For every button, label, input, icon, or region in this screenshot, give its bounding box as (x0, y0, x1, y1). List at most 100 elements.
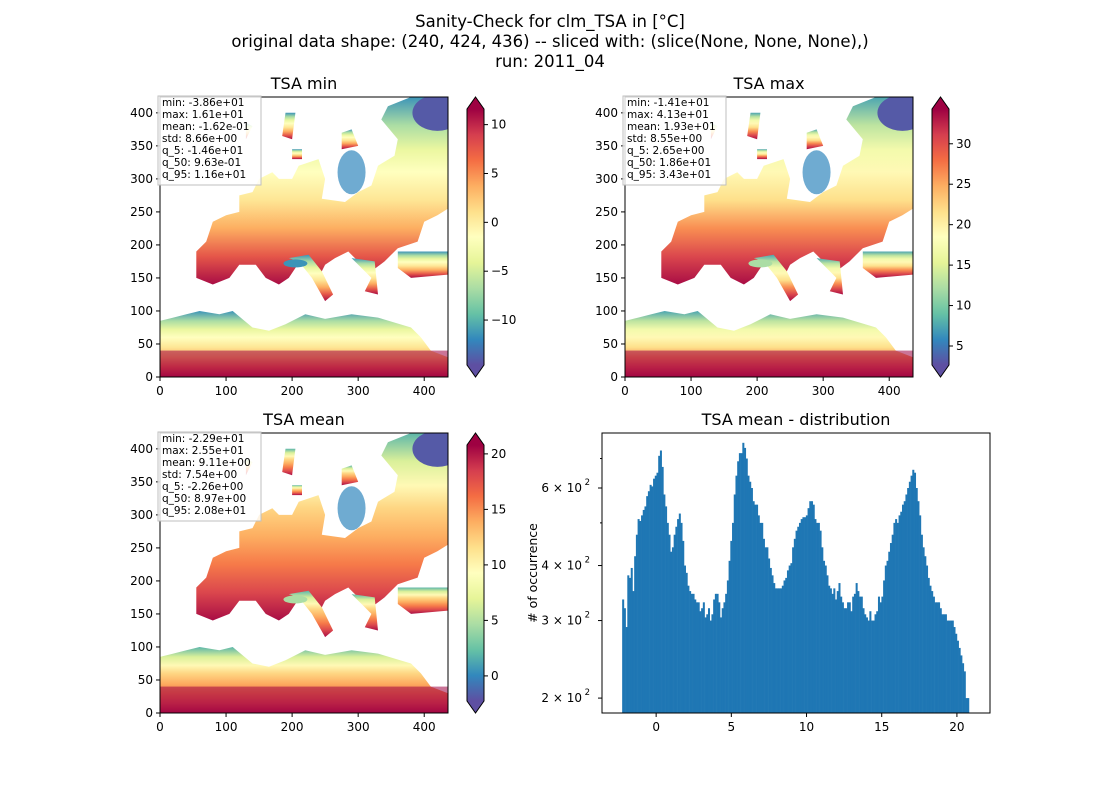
histogram-bar (869, 611, 872, 713)
x-tick-label: 0 (652, 720, 660, 734)
histogram-bar (859, 596, 862, 713)
y-tick-exponent: 2 (585, 478, 590, 488)
y-tick-label: 2 × 10 (541, 691, 582, 705)
land-region-7 (757, 149, 767, 160)
histogram-bar (661, 466, 664, 713)
colorbar-tick-label: 10 (491, 558, 506, 572)
land-region-3 (753, 254, 799, 302)
land-region-7 (292, 149, 302, 160)
histogram-bar (780, 588, 783, 713)
north-cold-spot (877, 97, 913, 131)
histogram-bar (840, 596, 843, 713)
histogram-bar (960, 655, 963, 713)
histogram-bar (701, 608, 704, 713)
stats-line: q_50: 9.63e-01 (162, 157, 241, 169)
histogram-bar (922, 547, 925, 713)
histogram-bar (623, 608, 626, 713)
histogram-bar (737, 461, 740, 713)
y-tick-label: 400 (595, 106, 618, 120)
histogram-bar (670, 551, 673, 713)
stats-line: q_95: 1.16e+01 (162, 169, 246, 181)
histogram-bar (841, 602, 844, 713)
alps-spot (748, 259, 773, 268)
x-tick-label: 10 (799, 720, 814, 734)
colorbar-outline (466, 96, 485, 378)
scandes-spot (802, 150, 831, 195)
histogram-bar (716, 593, 719, 713)
y-tick-exponent: 2 (585, 688, 590, 698)
stats-line: max: 4.13e+01 (627, 109, 709, 121)
histogram-bar (659, 450, 662, 713)
sahara-band (160, 686, 448, 713)
histogram-bar (862, 608, 865, 713)
histogram-bar (773, 583, 776, 713)
histogram-bar (814, 519, 817, 713)
histogram-bar (838, 583, 841, 713)
histogram-bar (931, 591, 934, 713)
histogram-bar (888, 551, 891, 713)
histogram-bar (658, 455, 661, 713)
histogram-bar (919, 515, 922, 713)
histogram-bar (752, 501, 755, 713)
land-region-2 (661, 97, 913, 285)
histogram-bar (792, 547, 795, 713)
histogram-bar (697, 602, 700, 713)
histogram-bar (903, 501, 906, 713)
x-tick-label: 400 (413, 384, 436, 398)
colorbar: 10 5 0 −5 −10 (466, 96, 516, 378)
histogram-bars (622, 442, 970, 713)
histogram-bar (876, 611, 879, 713)
histogram-bar (905, 494, 908, 713)
heatmap-panel-2: TSA max 0 100 200 300 400 0 50 100 150 200 250 300 35… (595, 74, 971, 398)
panel-title: TSA mean - distribution (701, 410, 891, 429)
axes-frame (159, 96, 449, 378)
histogram-bar (761, 522, 764, 713)
histogram-bar (950, 620, 953, 713)
histogram-bar (750, 488, 753, 713)
histogram-bar (907, 488, 910, 713)
histogram-bar (682, 540, 685, 713)
land-region-7 (292, 485, 302, 496)
stats-line: q_5: -1.46e+01 (162, 145, 243, 157)
land-region-6 (282, 448, 296, 476)
histogram-bar (934, 602, 937, 713)
histogram-bar (847, 602, 850, 713)
colorbar-tick-label: 5 (956, 339, 964, 353)
stats-line: q_5: -2.26e+00 (162, 481, 243, 493)
y-tick-label: 250 (595, 205, 618, 219)
histogram-bar (683, 565, 686, 713)
stats-line: std: 8.66e+00 (162, 133, 237, 145)
histogram-bar (723, 602, 726, 713)
histogram-bar (829, 588, 832, 713)
histogram-bar (855, 583, 858, 713)
x-tick-label: 300 (812, 384, 835, 398)
histogram-bar (908, 481, 911, 713)
histogram-bar (735, 475, 738, 713)
histogram-bar (768, 558, 771, 713)
histogram-bar (738, 453, 741, 713)
colorbar-extend-top (932, 97, 949, 109)
y-tick-label: 0 (610, 370, 618, 384)
colorbar: 30 25 20 15 10 5 (931, 96, 971, 378)
histogram-bar (778, 588, 781, 713)
histogram-bar (850, 611, 853, 713)
figure-title-line1: Sanity-Check for clm_TSA in [°C] (415, 12, 685, 31)
histogram-bar (790, 563, 793, 713)
histogram-bar (800, 519, 803, 713)
histogram-bar (824, 565, 827, 713)
y-tick-label: 350 (130, 475, 153, 489)
histogram-bar (793, 538, 796, 713)
stats-line: std: 7.54e+00 (162, 469, 237, 481)
histogram-bar (630, 567, 633, 713)
colorbar-outline (931, 96, 950, 378)
histogram-bar (955, 633, 958, 713)
y-tick-label: 4 × 10 (541, 559, 582, 573)
histogram-bar (872, 620, 875, 713)
land-region-5 (397, 587, 448, 614)
y-tick-label: 200 (130, 238, 153, 252)
histogram-bar (828, 585, 831, 713)
histogram-bar (831, 593, 834, 713)
colorbar-gradient (467, 445, 484, 701)
histogram-bar (766, 547, 769, 713)
